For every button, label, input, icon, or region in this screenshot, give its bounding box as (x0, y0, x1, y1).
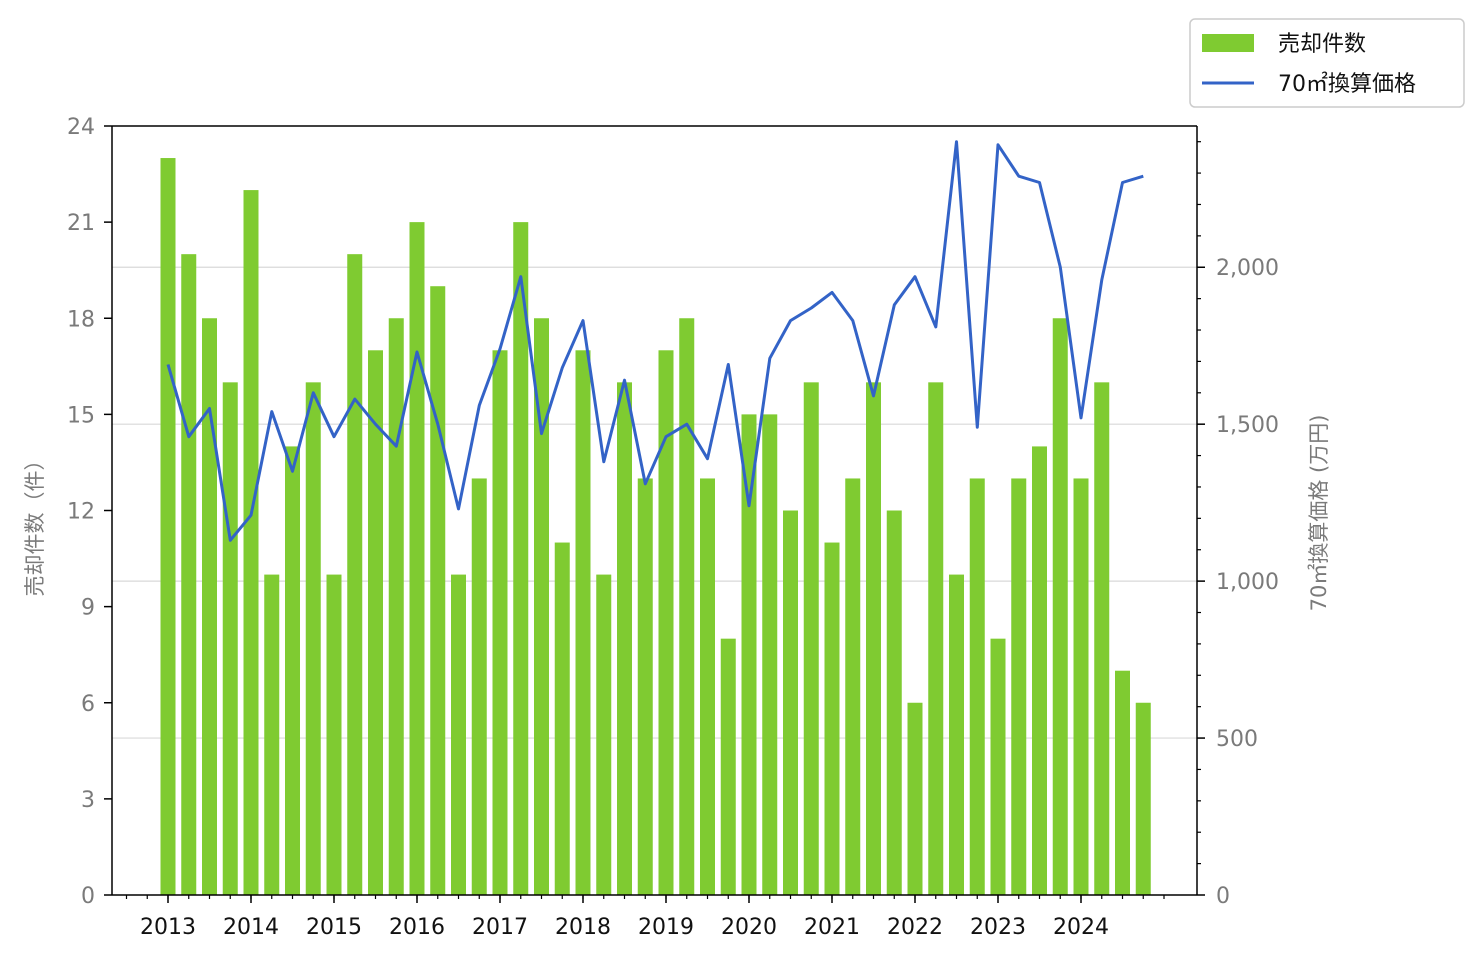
x-tick-label-2021: 2021 (804, 915, 860, 940)
bar-2024Q1 (1073, 478, 1089, 895)
bar-2017Q3 (534, 318, 549, 895)
y-left-tick-label-3: 9 (81, 596, 95, 621)
legend: 売却件数 70㎡換算価格 (1189, 18, 1465, 108)
y-right-tick-label-4: 2,000 (1216, 256, 1279, 281)
bar-2020Q3 (783, 510, 798, 895)
bar-2023Q1 (990, 638, 1006, 895)
x-tick-label-2024: 2024 (1053, 915, 1109, 940)
y-left-tick-label-7: 21 (67, 211, 95, 236)
bar-2020Q4 (803, 382, 819, 895)
bar-2023Q3 (1032, 446, 1047, 895)
bar-2021Q1 (824, 542, 840, 895)
x-tick-label-2014: 2014 (223, 915, 279, 940)
bar-2018Q2 (596, 574, 612, 895)
bar-2020Q1 (741, 414, 757, 895)
x-tick-label-2015: 2015 (306, 915, 362, 940)
bar-2013Q1 (160, 158, 176, 895)
bar-2024Q4 (1135, 702, 1151, 895)
bar-2024Q3 (1115, 670, 1130, 895)
x-tick-label-2018: 2018 (555, 915, 611, 940)
bar-2015Q3 (368, 350, 383, 896)
bar-2017Q4 (554, 542, 570, 895)
x-tick-label-2013: 2013 (140, 915, 196, 940)
bar-2021Q2 (845, 478, 861, 895)
bar-2014Q3 (285, 446, 300, 895)
bar-2014Q1 (243, 190, 259, 896)
legend-bar-swatch (1202, 34, 1254, 52)
bar-2020Q2 (762, 414, 778, 895)
y-left-axis-title: 売却件数（件） (23, 450, 47, 597)
y-right-axis-title: 70㎡換算価格 (万円) (1307, 415, 1331, 612)
bar-2024Q2 (1094, 382, 1110, 895)
bar-2019Q2 (679, 318, 695, 895)
bar-series (160, 158, 1151, 896)
bar-2018Q4 (637, 478, 653, 895)
bar-2019Q3 (700, 478, 715, 895)
price-line (166, 140, 1144, 542)
bar-2023Q2 (1011, 478, 1027, 895)
bar-2021Q4 (886, 510, 902, 895)
bar-2022Q4 (969, 478, 985, 895)
x-tick-label-2017: 2017 (472, 915, 528, 940)
bar-2022Q3 (949, 574, 964, 895)
bar-2014Q4 (305, 382, 321, 895)
bar-2017Q1 (492, 350, 508, 896)
bar-2023Q4 (1052, 318, 1068, 895)
y-right-tick-label-1: 500 (1216, 727, 1258, 752)
bar-2013Q3 (202, 318, 217, 895)
y-left-tick-label-1: 3 (81, 788, 95, 813)
x-tick-label-2022: 2022 (887, 915, 943, 940)
y-right-tick-label-2: 1,000 (1216, 570, 1279, 595)
bar-2016Q4 (471, 478, 487, 895)
y-left-tick-label-4: 12 (67, 500, 95, 525)
y-left-tick-label-6: 18 (67, 307, 95, 332)
bar-2021Q3 (866, 382, 881, 895)
bar-2016Q3 (451, 574, 466, 895)
bar-2015Q4 (388, 318, 404, 895)
legend-frame (1189, 18, 1465, 108)
bar-2013Q4 (222, 382, 238, 895)
axes: 0 3 6 9 12 15 18 21 24 0 500 1,000 1,500 2,000 2013 201… (67, 115, 1279, 940)
legend-bar-label: 売却件数 (1278, 32, 1366, 57)
bar-2014Q2 (264, 574, 280, 895)
y-left-tick-label-8: 24 (67, 115, 95, 140)
bar-2018Q1 (575, 350, 591, 896)
bar-2019Q1 (658, 350, 674, 896)
bar-2015Q1 (326, 574, 342, 895)
bar-2022Q1 (907, 702, 923, 895)
y-left-tick-label-0: 0 (81, 884, 95, 909)
x-tick-label-2019: 2019 (638, 915, 694, 940)
x-tick-label-2020: 2020 (721, 915, 777, 940)
bar-2015Q2 (347, 254, 363, 895)
bar-2016Q2 (430, 286, 446, 895)
legend-line-label: 70㎡換算価格 (1278, 71, 1416, 97)
bar-2016Q1 (409, 222, 425, 895)
line-series (166, 140, 1144, 542)
y-right-tick-label-3: 1,500 (1216, 413, 1279, 438)
y-left-tick-label-2: 6 (81, 692, 95, 717)
bar-2013Q2 (181, 254, 197, 895)
x-tick-label-2016: 2016 (389, 915, 445, 940)
bar-2018Q3 (617, 382, 632, 895)
y-right-tick-label-0: 0 (1216, 884, 1230, 909)
bar-2017Q2 (513, 222, 529, 895)
x-tick-label-2023: 2023 (970, 915, 1026, 940)
y-left-tick-label-5: 15 (67, 403, 95, 428)
bar-2019Q4 (720, 638, 736, 895)
bar-2022Q2 (928, 382, 944, 895)
